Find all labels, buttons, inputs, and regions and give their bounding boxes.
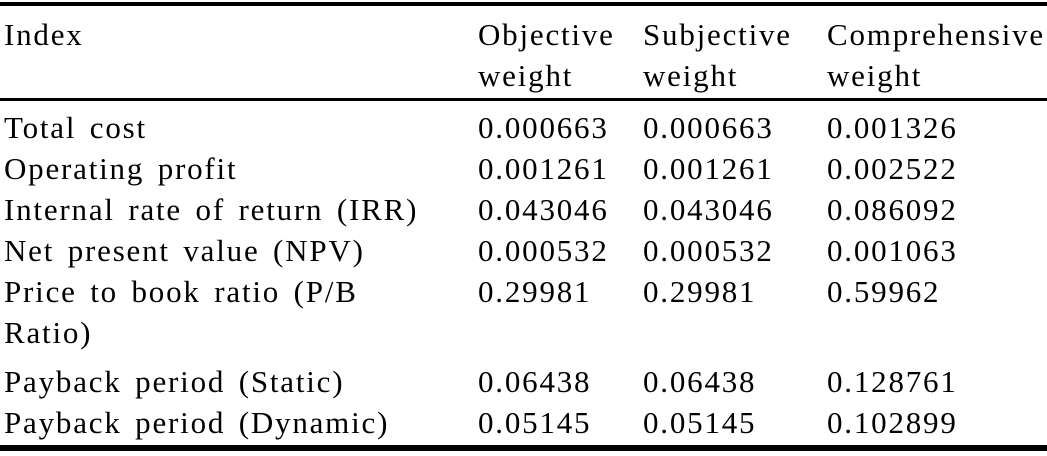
bottom-double-rule <box>0 445 1047 451</box>
objective-weight-cell: 0.000532 <box>478 233 609 268</box>
column-header-subjective-weight: Subjective weight <box>643 4 827 101</box>
index-cell: Payback period (Dynamic) <box>4 405 390 440</box>
column-header-objective-weight: Objective weight <box>478 4 643 101</box>
index-cell: Internal rate of return (IRR) <box>4 192 419 227</box>
index-cell: Price to book ratio (P/B Ratio) <box>4 274 358 350</box>
index-cell: Operating profit <box>4 151 238 186</box>
comprehensive-weight-cell: 0.086092 <box>827 192 958 227</box>
objective-weight-cell: 0.000663 <box>478 110 609 145</box>
index-cell: Total cost <box>4 110 147 145</box>
subjective-weight-cell: 0.001261 <box>643 151 774 186</box>
subjective-weight-cell: 0.000663 <box>643 110 774 145</box>
comprehensive-weight-cell: 0.002522 <box>827 151 958 186</box>
column-header-comprehensive-weight: Comprehensive weight <box>827 4 1047 101</box>
index-cell: Net present value (NPV) <box>4 233 365 268</box>
objective-weight-cell: 0.06438 <box>478 364 592 399</box>
comprehensive-weight-cell: 0.59962 <box>827 274 941 309</box>
column-header-index: Index <box>0 4 478 101</box>
comprehensive-weight-cell: 0.128761 <box>827 364 958 399</box>
table-row: Operating profit 0.001261 0.001261 0.002… <box>0 148 1047 189</box>
comprehensive-weight-cell: 0.001063 <box>827 233 958 268</box>
table-row: Net present value (NPV) 0.000532 0.00053… <box>0 230 1047 271</box>
index-weights-table: Index Objective weight Subjective weight… <box>0 2 1047 445</box>
table-header: Index Objective weight Subjective weight… <box>0 4 1047 101</box>
subjective-weight-cell: 0.29981 <box>643 274 757 309</box>
comprehensive-weight-cell: 0.102899 <box>827 405 958 440</box>
objective-weight-cell: 0.05145 <box>478 405 592 440</box>
table-row: Payback period (Dynamic) 0.05145 0.05145… <box>0 402 1047 445</box>
subjective-weight-cell: 0.000532 <box>643 233 774 268</box>
table-row: Price to book ratio (P/B Ratio) 0.29981 … <box>0 271 1047 353</box>
objective-weight-cell: 0.29981 <box>478 274 592 309</box>
table-row: Total cost 0.000663 0.000663 0.001326 <box>0 100 1047 149</box>
table-row: Internal rate of return (IRR) 0.043046 0… <box>0 189 1047 230</box>
subjective-weight-cell: 0.05145 <box>643 405 757 440</box>
subjective-weight-cell: 0.06438 <box>643 364 757 399</box>
objective-weight-cell: 0.001261 <box>478 151 609 186</box>
table-body: Total cost 0.000663 0.000663 0.001326 Op… <box>0 100 1047 446</box>
subjective-weight-cell: 0.043046 <box>643 192 774 227</box>
objective-weight-cell: 0.043046 <box>478 192 609 227</box>
comprehensive-weight-cell: 0.001326 <box>827 110 958 145</box>
index-cell: Payback period (Static) <box>4 364 345 399</box>
table-row: Payback period (Static) 0.06438 0.06438 … <box>0 353 1047 402</box>
header-row: Index Objective weight Subjective weight… <box>0 4 1047 101</box>
